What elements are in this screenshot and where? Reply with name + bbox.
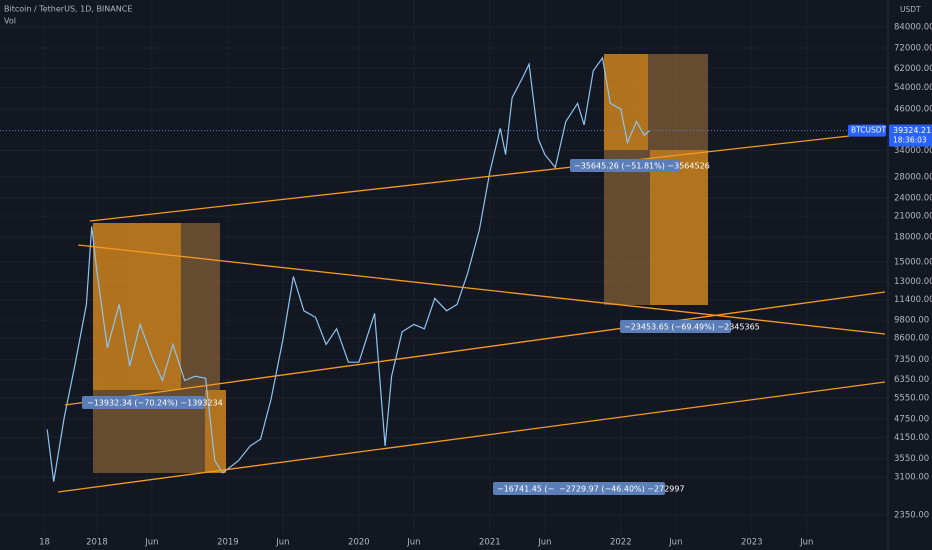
x-tick-label: Jun [406, 538, 420, 548]
price-tag [889, 124, 932, 147]
y-tick-label: 4750.00 [894, 415, 929, 425]
y-tick-label: 5550.00 [894, 393, 929, 403]
y-tick-label: 11400.00 [894, 295, 932, 305]
last-price: 39324.21 [893, 126, 931, 135]
annotations: −13932.34 (−70.24%) −1393234 −16741.45 (… [82, 159, 760, 495]
y-tick-label: 7350.00 [894, 355, 929, 365]
axis-unit: USDT [900, 5, 921, 14]
annotation: −13932.34 (−70.24%) −1393234 [87, 399, 223, 408]
y-tick-label: 15000.00 [894, 258, 932, 268]
countdown: 18:36:03 [893, 136, 927, 145]
box [604, 150, 650, 305]
x-tick-label: Jun [144, 538, 158, 548]
x-tick-label: Jun [275, 538, 289, 548]
y-tick-label: 34000.00 [894, 146, 932, 156]
box [205, 390, 226, 473]
box [648, 54, 708, 150]
x-tick-label: 18 [39, 538, 50, 548]
y-tick-label: 46000.00 [894, 105, 932, 115]
y-tick-label: 4150.00 [894, 433, 929, 443]
y-tick-label: 9800.00 [894, 316, 929, 326]
annotation-box [620, 320, 731, 333]
y-tick-label: 3100.00 [894, 473, 929, 483]
trend-line [77, 244, 886, 335]
y-tick-label: 72000.00 [894, 44, 932, 54]
y-tick-label: 62000.00 [894, 64, 932, 74]
price-line [46, 56, 651, 482]
y-tick-label: 21000.00 [894, 212, 932, 222]
annotation-box [555, 482, 665, 495]
trend-lines [57, 131, 886, 493]
series-tag [848, 124, 886, 137]
x-tick-label: 2020 [348, 538, 370, 548]
x-tick-label: 2019 [217, 538, 239, 548]
y-tick-label: 8600.00 [894, 334, 929, 344]
x-tick-label: Jun [668, 538, 682, 548]
trend-line [64, 291, 886, 406]
y-tick-label: 3550.00 [894, 454, 929, 464]
plot [0, 56, 888, 482]
y-tick-label: 54000.00 [894, 83, 932, 93]
series-name: BTCUSDT [851, 126, 887, 135]
y-tick-label: 2350.00 [894, 511, 929, 521]
annotation: −16741.45 (−84.0 [497, 485, 572, 494]
box [650, 150, 708, 305]
trend-line [89, 131, 886, 222]
x-tick-label: 2022 [610, 538, 632, 548]
grid [0, 0, 888, 535]
chart-title: Bitcoin / TetherUS, 1D, BINANCE [4, 5, 132, 14]
box [93, 223, 181, 390]
y-tick-label: 84000.00 [894, 23, 932, 33]
x-tick-label: 2023 [741, 538, 763, 548]
annotation-box [82, 396, 205, 409]
y-tick-label: 6350.00 [894, 375, 929, 385]
axis: 84000.00 72000.00 62000.00 54000.00 46000.00… [39, 23, 932, 548]
annotation: −23453.65 (−69.49%) −2345365 [624, 323, 760, 332]
box [181, 223, 220, 390]
measure-boxes [93, 54, 708, 473]
annotation-box [570, 159, 680, 172]
annotation: −35645.26 (−51.81%) −3564526 [574, 162, 710, 171]
x-tick-label: 2021 [479, 538, 501, 548]
x-tick-label: 2018 [86, 538, 108, 548]
y-tick-label: 24000.00 [894, 193, 932, 203]
x-tick-label: Jun [537, 538, 551, 548]
annotation: −2729.97 (−46.40%) −272997 [559, 485, 685, 494]
y-tick-label: 28000.00 [894, 172, 932, 182]
x-tick-label: Jun [799, 538, 813, 548]
y-tick-label: 18000.00 [894, 233, 932, 243]
subtitle: Vol [4, 17, 16, 26]
annotation-box [493, 482, 563, 495]
trend-line [57, 381, 886, 493]
y-tick-label: 13000.00 [894, 277, 932, 287]
